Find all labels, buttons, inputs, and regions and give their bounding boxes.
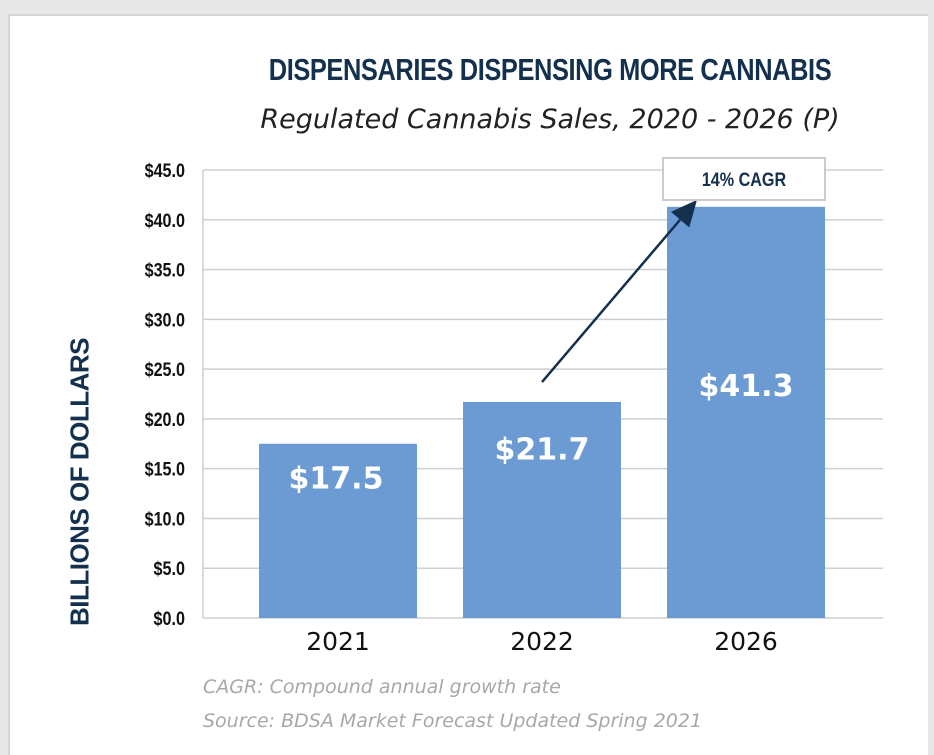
data-label: $17.5 [289, 462, 384, 497]
y-tick-label: $35.0 [145, 259, 186, 281]
x-tick-label: 2026 [714, 627, 778, 656]
y-tick-label: $5.0 [154, 558, 186, 580]
cagr-arrow-head [671, 199, 697, 228]
y-tick-label: $0.0 [154, 608, 186, 630]
footnote-source: Source: BDSA Market Forecast Updated Spr… [203, 710, 703, 732]
y-tick-label: $40.0 [145, 210, 186, 232]
x-tick-label: 2022 [510, 627, 574, 656]
footnote-cagr: CAGR: Compound annual growth rate [203, 676, 561, 698]
cagr-annotation-text: 14% CAGR [702, 169, 787, 191]
y-tick-label: $15.0 [145, 458, 186, 480]
chart-title: DISPENSARIES DISPENSING MORE CANNABIS [268, 52, 832, 87]
y-tick-label: $45.0 [145, 160, 186, 182]
chart-subtitle: Regulated Cannabis Sales, 2020 - 2026 (P… [260, 104, 840, 135]
data-label: $41.3 [699, 369, 794, 404]
cagr-annotation-box [662, 157, 826, 201]
bar-2022 [463, 401, 621, 618]
y-tick-label: $25.0 [145, 359, 186, 381]
y-tick-label: $20.0 [145, 409, 186, 431]
bar-2021 [259, 443, 417, 618]
y-tick-label: $30.0 [145, 309, 186, 331]
x-tick-label: 2021 [306, 627, 370, 656]
data-label: $21.7 [495, 432, 590, 467]
y-tick-label: $10.0 [145, 508, 186, 530]
cagr-arrow-shaft [541, 218, 682, 383]
bar-2026 [667, 206, 825, 618]
